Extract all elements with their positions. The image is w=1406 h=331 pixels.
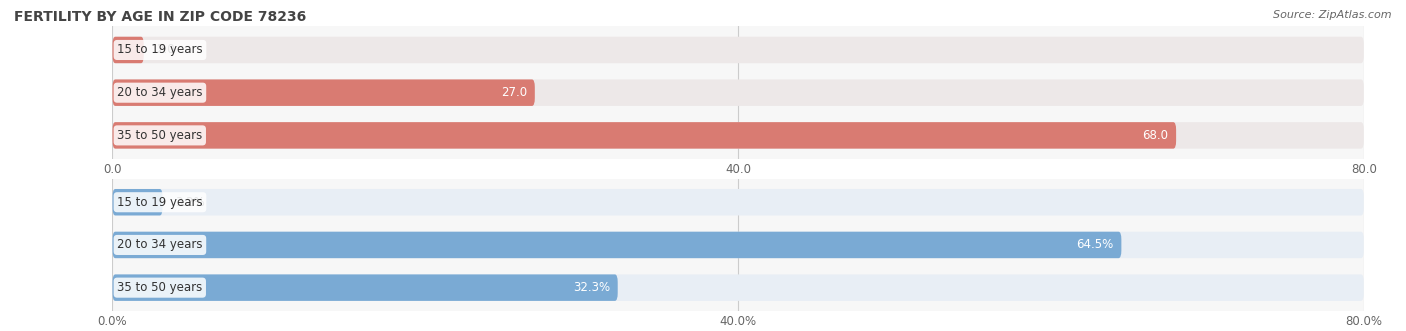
FancyBboxPatch shape	[112, 189, 163, 215]
Text: 3.2%: 3.2%	[174, 196, 205, 209]
Text: 64.5%: 64.5%	[1077, 238, 1114, 252]
FancyBboxPatch shape	[112, 189, 1364, 215]
Text: FERTILITY BY AGE IN ZIP CODE 78236: FERTILITY BY AGE IN ZIP CODE 78236	[14, 10, 307, 24]
FancyBboxPatch shape	[112, 274, 617, 301]
FancyBboxPatch shape	[112, 232, 1122, 258]
FancyBboxPatch shape	[112, 122, 1175, 149]
Text: 35 to 50 years: 35 to 50 years	[117, 129, 202, 142]
FancyBboxPatch shape	[112, 79, 1364, 106]
Text: 68.0: 68.0	[1142, 129, 1168, 142]
FancyBboxPatch shape	[112, 37, 1364, 63]
Text: 20 to 34 years: 20 to 34 years	[117, 86, 202, 99]
FancyBboxPatch shape	[112, 79, 534, 106]
Text: 2.0: 2.0	[156, 43, 174, 57]
Text: 20 to 34 years: 20 to 34 years	[117, 238, 202, 252]
Text: 15 to 19 years: 15 to 19 years	[117, 196, 202, 209]
Text: 35 to 50 years: 35 to 50 years	[117, 281, 202, 294]
FancyBboxPatch shape	[112, 232, 1364, 258]
Text: 32.3%: 32.3%	[572, 281, 610, 294]
FancyBboxPatch shape	[112, 122, 1364, 149]
FancyBboxPatch shape	[112, 37, 143, 63]
Text: Source: ZipAtlas.com: Source: ZipAtlas.com	[1274, 10, 1392, 20]
FancyBboxPatch shape	[112, 274, 1364, 301]
Text: 27.0: 27.0	[501, 86, 527, 99]
Text: 15 to 19 years: 15 to 19 years	[117, 43, 202, 57]
